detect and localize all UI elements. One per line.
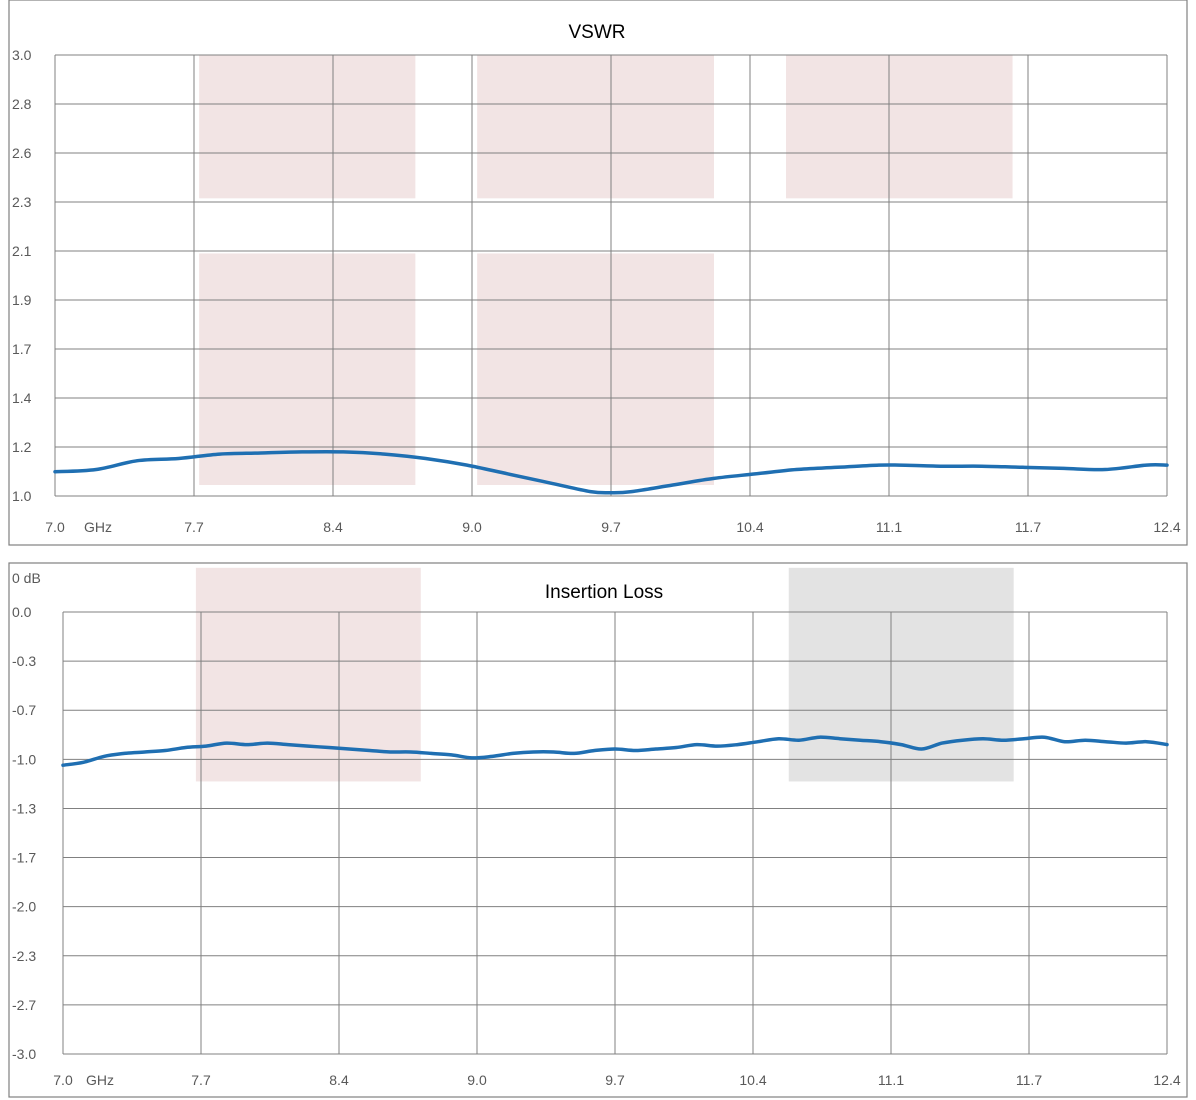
insertion-loss-x-unit-label: GHz — [86, 1072, 114, 1088]
vswr-x-tick-label: 11.7 — [1015, 519, 1041, 535]
vswr-x-tick-label: 7.0 — [45, 519, 65, 535]
vswr-y-tick-label: 2.3 — [12, 194, 32, 210]
vswr-x-tick-label: 10.4 — [736, 519, 763, 535]
vswr-x-tick-label: 7.7 — [184, 519, 204, 535]
insertion-loss-y-unit-label: 0 dB — [12, 570, 41, 586]
insertion-loss-x-tick-label: 9.7 — [605, 1072, 625, 1088]
insertion-loss-chart-title: Insertion Loss — [545, 582, 663, 603]
vswr-y-tick-label: 1.0 — [12, 488, 32, 504]
insertion-loss-x-tick-label: 11.1 — [878, 1072, 904, 1088]
insertion-loss-x-tick-label: 8.4 — [329, 1072, 349, 1088]
insertion-loss-x-tick-label: 11.7 — [1016, 1072, 1042, 1088]
insertion-loss-y-tick-label: -0.7 — [12, 702, 36, 718]
vswr-band-2 — [786, 55, 1013, 199]
vswr-x-tick-label: 12.4 — [1153, 519, 1180, 535]
vswr-y-tick-label: 3.0 — [12, 47, 32, 63]
vswr-x-tick-label: 11.1 — [876, 519, 902, 535]
vswr-band-3 — [199, 253, 416, 485]
vswr-x-tick-label: 9.7 — [601, 519, 621, 535]
insertion-loss-y-tick-label: -0.3 — [12, 653, 36, 669]
vswr-x-tick-label: 9.0 — [462, 519, 482, 535]
vswr-series-line — [53, 449, 1169, 495]
insertion-loss-x-tick-label: 10.4 — [739, 1072, 766, 1088]
insertion-loss-y-tick-label: 0.0 — [12, 604, 32, 620]
insertion-loss-y-tick-label: -2.0 — [12, 899, 36, 915]
insertion-loss-band-1 — [788, 567, 1014, 782]
insertion-loss-chart-frame — [8, 562, 1188, 1098]
insertion-loss-y-tick-label: -1.0 — [12, 751, 36, 767]
vswr-y-tick-label: 1.9 — [12, 292, 32, 308]
grid-layer — [54, 54, 1168, 1055]
insertion-loss-x-tick-label: 7.7 — [191, 1072, 211, 1088]
vswr-x-tick-label: 8.4 — [323, 519, 343, 535]
vswr-y-tick-label: 1.7 — [12, 341, 32, 357]
labels-layer: VSWR Insertion Loss GHz GHz 0 dB 3.0 2.8 2… — [12, 22, 1181, 1088]
vswr-y-tick-label: 1.4 — [12, 390, 32, 406]
insertion-loss-x-tick-label: 7.0 — [53, 1072, 73, 1088]
insertion-loss-y-tick-label: -2.3 — [12, 948, 36, 964]
insertion-loss-y-tick-label: -1.3 — [12, 800, 36, 816]
vswr-y-tick-label: 1.2 — [12, 439, 32, 455]
insertion-loss-band-0 — [195, 567, 421, 782]
vswr-x-unit-label: GHz — [84, 519, 112, 535]
insertion-loss-y-tick-label: -2.7 — [12, 997, 36, 1013]
vswr-band-0 — [199, 55, 416, 199]
vswr-chart-title: VSWR — [569, 22, 626, 43]
vswr-band-4 — [477, 253, 714, 485]
insertion-loss-series-line — [61, 735, 1169, 767]
vswr-band-1 — [477, 55, 714, 199]
vswr-y-tick-label: 2.8 — [12, 96, 32, 112]
insertion-loss-x-tick-label: 12.4 — [1153, 1072, 1180, 1088]
vswr-y-tick-label: 2.6 — [12, 145, 32, 161]
insertion-loss-y-tick-label: -3.0 — [12, 1046, 36, 1062]
insertion-loss-y-tick-label: -1.7 — [12, 850, 36, 866]
bands-layer — [195, 55, 1014, 782]
vswr-chart-frame — [8, 0, 1188, 546]
frames-layer — [8, 0, 1188, 1098]
vswr-y-tick-label: 2.1 — [12, 243, 32, 259]
insertion-loss-x-tick-label: 9.0 — [467, 1072, 487, 1088]
series-layer — [53, 449, 1169, 767]
